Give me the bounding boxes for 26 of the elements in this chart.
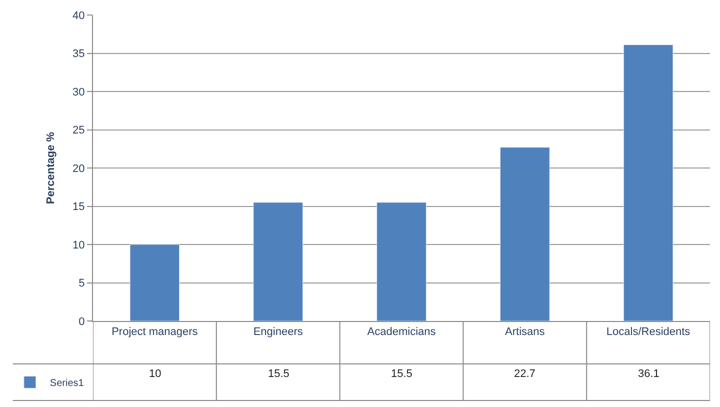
bar	[500, 147, 550, 321]
y-tick-label: 25	[72, 124, 85, 137]
bar	[623, 44, 674, 321]
y-tick-label: 40	[72, 10, 85, 22]
data-label: 10	[149, 368, 162, 380]
y-tick-label: 30	[72, 86, 85, 98]
y-axis-title: Percentage %	[45, 132, 58, 204]
bar	[376, 202, 426, 321]
data-label: 36.1	[638, 368, 660, 380]
y-tick-label: 15	[72, 201, 85, 214]
x-tick-label: Artisans	[505, 326, 546, 338]
bar	[130, 244, 180, 321]
y-tick-label: 20	[72, 162, 85, 175]
x-tick-label: Engineers	[253, 326, 304, 338]
x-tick-label: Locals/Residents	[606, 326, 691, 338]
data-label: 15.5	[268, 368, 290, 380]
bar	[253, 202, 304, 321]
x-tick-label: Academicians	[367, 326, 436, 338]
x-tick-label: Project managers	[112, 326, 198, 338]
y-tick-label: 0	[78, 316, 85, 328]
data-label: 22.7	[514, 368, 536, 380]
y-tick-label: 10	[72, 239, 85, 252]
y-tick-label: 5	[78, 278, 85, 290]
legend-label: Series1	[50, 378, 84, 390]
data-label: 15.5	[391, 368, 412, 380]
y-tick-label: 35	[72, 48, 85, 60]
